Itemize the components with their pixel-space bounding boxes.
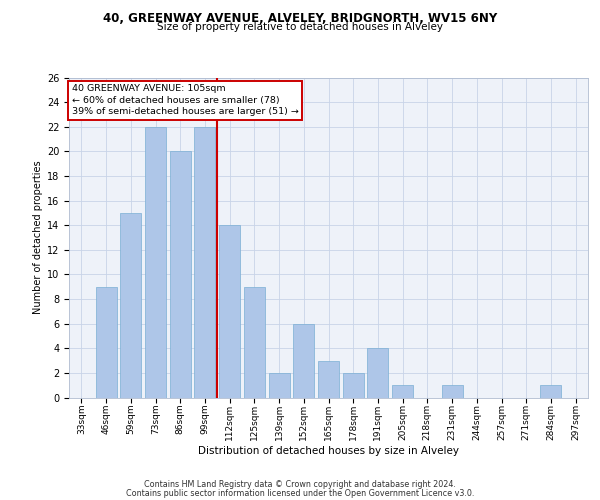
Text: 40, GREENWAY AVENUE, ALVELEY, BRIDGNORTH, WV15 6NY: 40, GREENWAY AVENUE, ALVELEY, BRIDGNORTH… — [103, 12, 497, 26]
Y-axis label: Number of detached properties: Number of detached properties — [32, 160, 43, 314]
Bar — [367, 348, 388, 398]
Text: Contains HM Land Registry data © Crown copyright and database right 2024.: Contains HM Land Registry data © Crown c… — [144, 480, 456, 489]
Text: Contains public sector information licensed under the Open Government Licence v3: Contains public sector information licen… — [126, 488, 474, 498]
Bar — [541, 385, 562, 398]
Bar — [145, 126, 166, 398]
Bar — [95, 286, 116, 398]
X-axis label: Distribution of detached houses by size in Alveley: Distribution of detached houses by size … — [198, 446, 459, 456]
Bar — [343, 373, 364, 398]
Bar — [392, 385, 413, 398]
Bar — [244, 286, 265, 398]
Bar — [269, 373, 290, 398]
Text: 40 GREENWAY AVENUE: 105sqm
← 60% of detached houses are smaller (78)
39% of semi: 40 GREENWAY AVENUE: 105sqm ← 60% of deta… — [71, 84, 298, 116]
Bar — [120, 213, 141, 398]
Bar — [318, 360, 339, 398]
Bar — [442, 385, 463, 398]
Bar — [219, 225, 240, 398]
Bar — [293, 324, 314, 398]
Text: Size of property relative to detached houses in Alveley: Size of property relative to detached ho… — [157, 22, 443, 32]
Bar — [170, 152, 191, 398]
Bar — [194, 126, 215, 398]
